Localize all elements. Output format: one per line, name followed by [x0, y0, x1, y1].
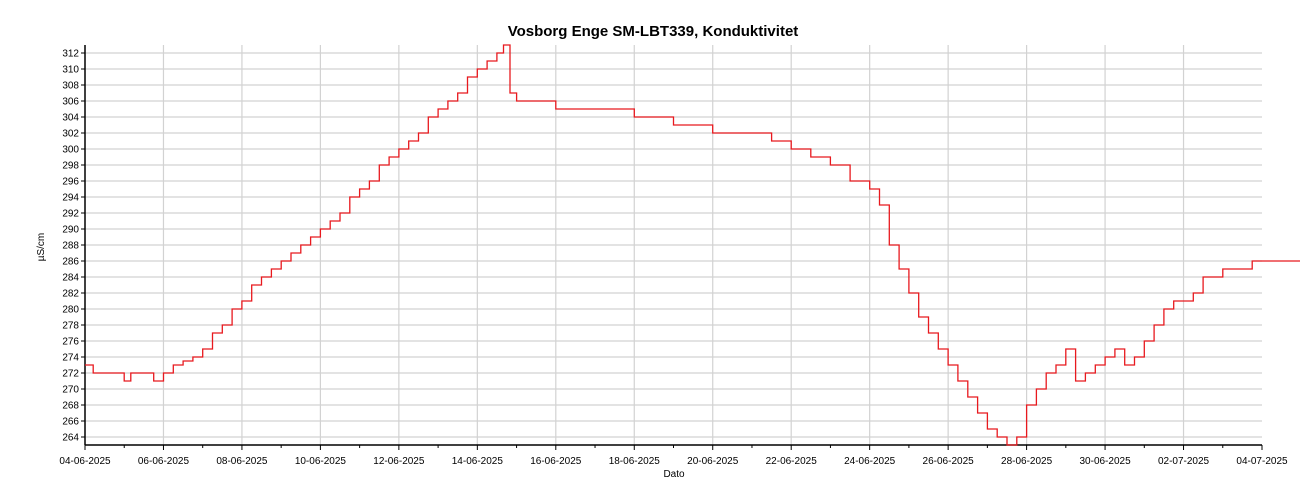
y-tick-label: 264	[62, 433, 79, 444]
x-tick-label: 14-06-2025	[452, 456, 504, 467]
y-tick-label: 280	[62, 305, 79, 316]
y-tick-label: 282	[62, 289, 79, 300]
y-tick-label: 306	[62, 97, 79, 108]
y-tick-label: 308	[62, 81, 79, 92]
x-tick-label: 24-06-2025	[844, 456, 896, 467]
axes	[81, 45, 1263, 450]
y-tick-label: 266	[62, 417, 79, 428]
y-tick-label: 298	[62, 161, 79, 172]
tick-labels: 264 266 268 270 272 274 276 278 280 282 284 286 288 2…	[59, 49, 1288, 468]
x-tick-label: 16-06-2025	[530, 456, 582, 467]
y-tick-label: 302	[62, 129, 79, 140]
y-tick-label: 276	[62, 337, 79, 348]
y-axis-label: µS/cm	[36, 233, 47, 262]
series-line	[85, 44, 1300, 446]
y-tick-label: 300	[62, 145, 79, 156]
y-tick-label: 268	[62, 401, 79, 412]
x-tick-label: 06-06-2025	[138, 456, 190, 467]
series-layer	[85, 44, 1300, 446]
y-tick-label: 284	[62, 273, 79, 284]
x-tick-label: 30-06-2025	[1079, 456, 1131, 467]
y-tick-label: 270	[62, 385, 79, 396]
y-tick-label: 312	[62, 49, 79, 60]
x-tick-label: 04-07-2025	[1236, 456, 1288, 467]
y-tick-label: 296	[62, 177, 79, 188]
y-tick-label: 272	[62, 369, 79, 380]
y-tick-label: 288	[62, 241, 79, 252]
x-tick-label: 10-06-2025	[295, 456, 347, 467]
chart-title: Vosborg Enge SM-LBT339, Konduktivitet	[508, 23, 799, 40]
y-tick-label: 292	[62, 209, 79, 220]
y-tick-label: 286	[62, 257, 79, 268]
x-tick-label: 12-06-2025	[373, 456, 425, 467]
y-tick-label: 310	[62, 65, 79, 76]
x-tick-label: 28-06-2025	[1001, 456, 1053, 467]
y-tick-label: 304	[62, 113, 79, 124]
y-tick-label: 294	[62, 193, 79, 204]
x-tick-label: 08-06-2025	[216, 456, 268, 467]
x-tick-label: 04-06-2025	[59, 456, 111, 467]
x-tick-label: 18-06-2025	[609, 456, 661, 467]
grid	[85, 45, 1262, 445]
x-tick-label: 22-06-2025	[766, 456, 818, 467]
y-tick-label: 274	[62, 353, 79, 364]
x-axis-label: Dato	[663, 469, 685, 480]
x-tick-label: 26-06-2025	[923, 456, 975, 467]
x-tick-label: 02-07-2025	[1158, 456, 1210, 467]
y-tick-label: 290	[62, 225, 79, 236]
x-tick-label: 20-06-2025	[687, 456, 739, 467]
y-tick-label: 278	[62, 321, 79, 332]
